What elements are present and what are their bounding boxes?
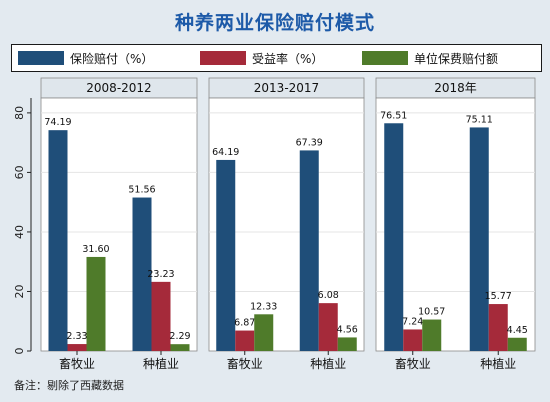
data-label: 2.29 (169, 331, 190, 342)
bar-compensation (48, 130, 68, 351)
legend: 保险赔付（%） 受益率（%） 单位保费赔付额 (11, 44, 542, 72)
panel-header-label: 2008-2012 (86, 81, 151, 95)
bar-per-premium (507, 337, 527, 351)
x-tick-label: 种植业 (480, 356, 516, 371)
panel-header-label: 2013-2017 (254, 81, 319, 95)
y-tick-label: 80 (13, 106, 26, 120)
y-tick-label: 40 (13, 225, 26, 239)
bar-per-premium (422, 319, 442, 351)
data-label: 12.33 (250, 301, 277, 312)
bar-benefit-rate (67, 344, 87, 351)
data-label: 10.57 (418, 307, 445, 318)
data-label: 51.56 (128, 185, 155, 196)
x-tick-label: 畜牧业 (227, 356, 263, 371)
y-tick-label: 20 (13, 284, 26, 298)
data-label: 7.24 (402, 316, 423, 327)
data-label: 75.11 (466, 114, 493, 125)
data-label: 64.19 (212, 147, 239, 158)
legend-label-benefit-rate: 受益率（%） (252, 51, 324, 66)
x-tick-label: 畜牧业 (59, 356, 95, 371)
bar-benefit-rate (403, 329, 423, 351)
chart-title: 种养两业保险赔付模式 (174, 12, 375, 34)
data-label: 2.33 (66, 331, 87, 342)
legend-item-benefit-rate: 受益率（%） (200, 50, 323, 66)
x-tick-label: 种植业 (310, 356, 346, 371)
y-tick-label: 60 (13, 165, 26, 179)
bar-per-premium (254, 314, 274, 351)
legend-label-compensation: 保险赔付（%） (70, 51, 154, 66)
bar-compensation (469, 127, 489, 352)
legend-item-per-premium: 单位保费赔付额 (362, 50, 498, 66)
bar-benefit-rate (151, 281, 171, 351)
panel-header-label: 2018年 (434, 81, 477, 95)
data-label: 4.45 (507, 325, 528, 336)
footnote: 备注：剔除了西藏数据 (14, 379, 124, 392)
x-tick-label: 畜牧业 (395, 356, 431, 371)
data-label: 4.56 (337, 324, 358, 335)
data-label: 74.19 (44, 117, 71, 128)
data-label: 31.60 (82, 244, 109, 255)
legend-label-per-premium: 单位保费赔付额 (414, 51, 499, 66)
data-label: 6.87 (234, 318, 255, 329)
data-label: 15.77 (485, 291, 512, 302)
legend-item-compensation: 保险赔付（%） (18, 50, 153, 66)
bar-compensation (132, 197, 152, 351)
bar-benefit-rate (318, 303, 338, 351)
bar-compensation (384, 123, 404, 351)
bar-per-premium (86, 256, 106, 351)
bar-benefit-rate (488, 304, 508, 351)
x-tick-label: 种植业 (143, 356, 179, 371)
bar-compensation (299, 150, 319, 351)
bar-benefit-rate (235, 330, 255, 351)
bar-compensation (216, 159, 236, 351)
data-label: 67.39 (296, 137, 323, 148)
bar-per-premium (337, 337, 357, 351)
data-label: 23.23 (147, 269, 174, 280)
legend-swatch-per-premium (362, 51, 408, 65)
y-tick-label: 0 (13, 348, 26, 355)
legend-swatch-compensation (18, 51, 64, 65)
data-label: 76.51 (380, 110, 407, 121)
legend-swatch-benefit-rate (200, 51, 246, 65)
data-label: 6.08 (318, 290, 339, 301)
bar-per-premium (170, 344, 190, 351)
